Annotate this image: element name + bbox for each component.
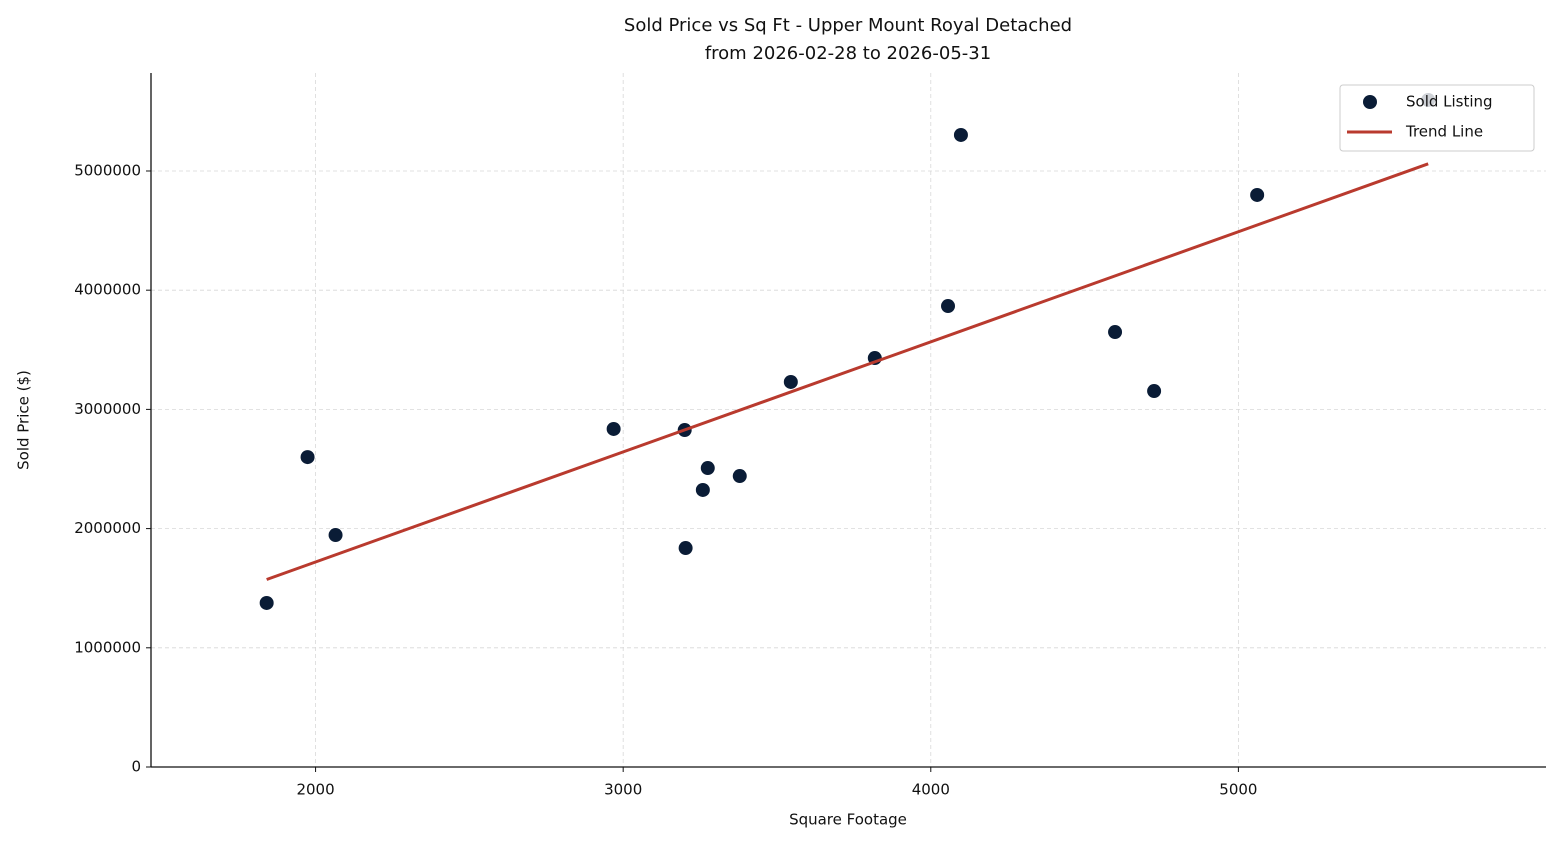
- y-tick-label: 3000000: [74, 400, 141, 418]
- trend-line: [266, 162, 1429, 581]
- chart-subtitle: from 2026-02-28 to 2026-05-31: [705, 43, 991, 64]
- data-point: [941, 299, 956, 314]
- data-point: [259, 595, 274, 610]
- legend: Sold Listing Trend Line: [1339, 84, 1535, 152]
- x-axis-label: Square Footage: [789, 811, 907, 829]
- x-tick-label: 2000: [296, 781, 334, 799]
- data-point: [678, 541, 693, 556]
- y-tick-label: 0: [131, 758, 141, 776]
- data-point: [328, 528, 343, 543]
- data-point: [700, 461, 715, 476]
- data-point: [300, 450, 315, 465]
- chart-title: Sold Price vs Sq Ft - Upper Mount Royal …: [624, 15, 1072, 36]
- data-point: [1250, 187, 1265, 202]
- y-tick-label: 5000000: [74, 161, 141, 179]
- y-tick-label: 2000000: [74, 519, 141, 537]
- legend-label: Trend Line: [1405, 123, 1483, 141]
- y-tick-label: 1000000: [74, 638, 141, 656]
- legend-box: [1339, 84, 1535, 152]
- legend-marker: [1363, 95, 1377, 109]
- data-point: [783, 374, 798, 389]
- data-point: [1147, 384, 1162, 399]
- x-tick-label: 4000: [912, 781, 950, 799]
- data-point: [732, 469, 747, 484]
- data-point: [695, 482, 710, 497]
- legend-label: Sold Listing: [1406, 93, 1493, 111]
- y-axis-label: Sold Price ($): [15, 370, 33, 470]
- x-tick-label: 5000: [1219, 781, 1257, 799]
- data-point: [953, 127, 968, 142]
- data-point: [1108, 325, 1123, 340]
- y-tick-label: 4000000: [74, 281, 141, 299]
- x-tick-label: 3000: [604, 781, 642, 799]
- data-point: [606, 421, 621, 436]
